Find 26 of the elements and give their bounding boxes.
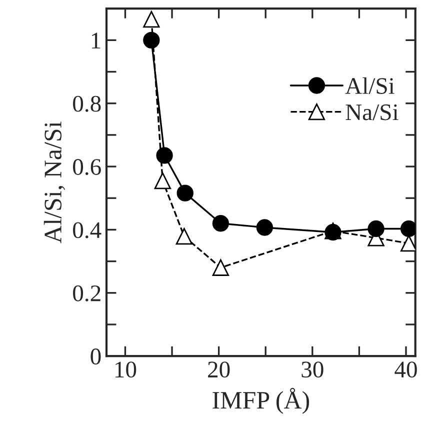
legend-label: Na/Si (346, 104, 398, 120)
y-tick-label: 0 (90, 348, 101, 364)
y-tick-label: 1 (92, 32, 100, 48)
point (400, 234, 416, 252)
x-tick-label: 30 (302, 362, 324, 378)
point (176, 228, 193, 245)
point (154, 172, 171, 190)
y-axis-title: Al/Si, Na/Si (44, 122, 66, 244)
y-tick-label: 0.2 (73, 285, 100, 302)
point (368, 220, 384, 238)
point (143, 10, 160, 28)
point (143, 32, 160, 49)
y-tick-label: 0.8 (73, 96, 101, 112)
y-tick-label: 0.6 (73, 159, 101, 176)
x-tick-label: 10 (115, 362, 136, 378)
y-tick-label: 0.4 (73, 222, 102, 238)
x-tick-label: 20 (208, 362, 230, 378)
legend-label: Al/Si (345, 77, 394, 94)
point (400, 220, 416, 238)
point (156, 147, 173, 164)
x-axis-title: IMFP (Å) (212, 388, 310, 414)
x-tick-label: 40 (394, 362, 417, 378)
point (176, 184, 194, 202)
point (212, 259, 230, 276)
point (256, 219, 273, 236)
point (212, 215, 230, 232)
